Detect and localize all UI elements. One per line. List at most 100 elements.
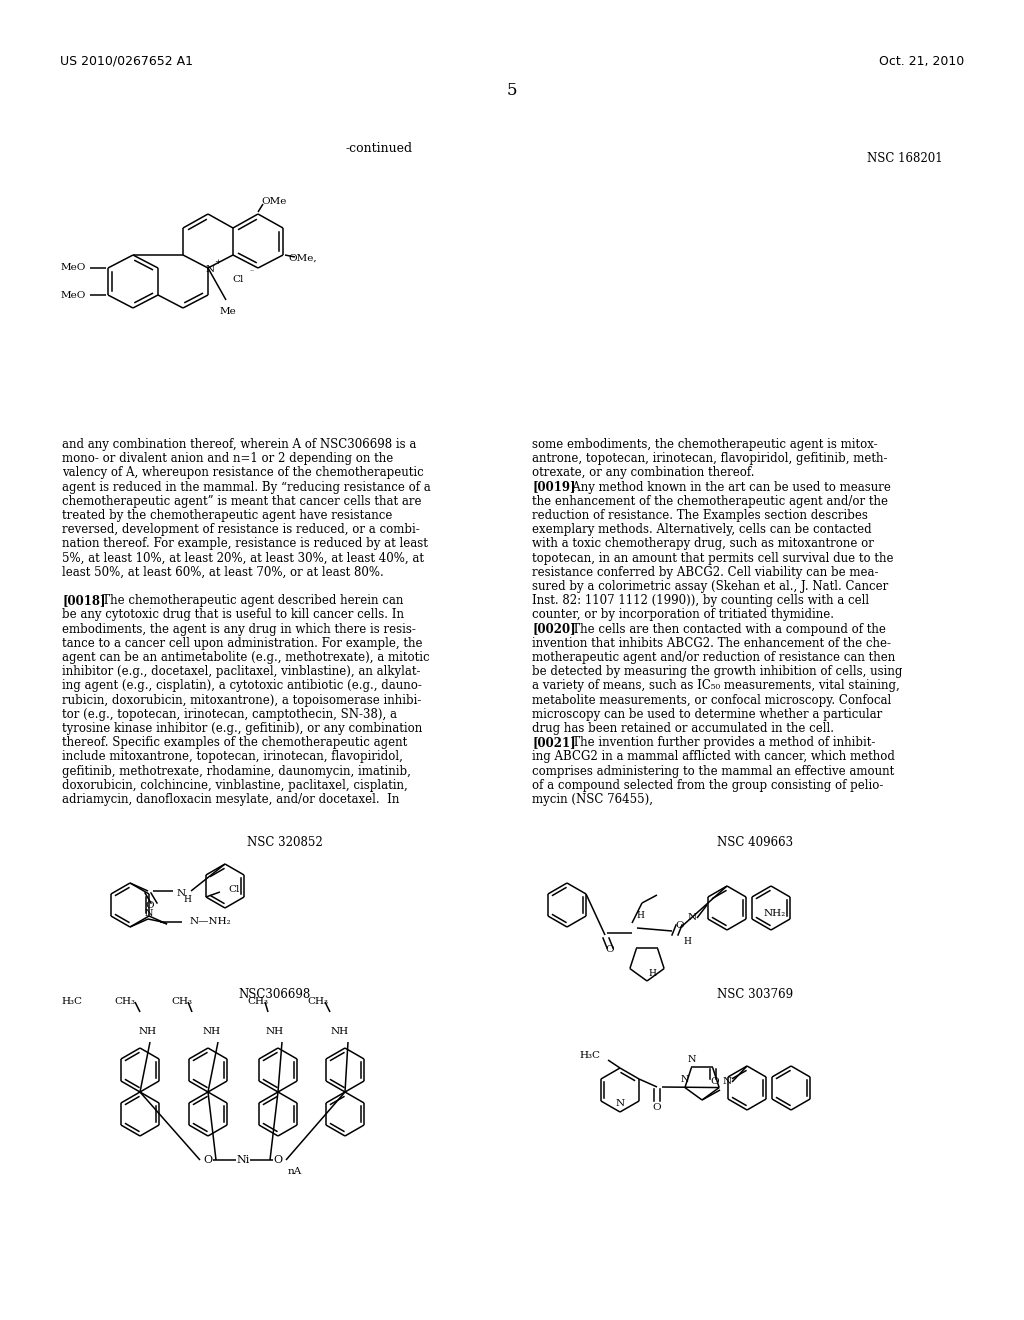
Text: NSC 303769: NSC 303769	[717, 987, 793, 1001]
Text: [0021]: [0021]	[532, 737, 575, 750]
Text: H: H	[636, 911, 644, 920]
Text: H: H	[183, 895, 190, 903]
Text: Any method known in the art can be used to measure: Any method known in the art can be used …	[561, 480, 891, 494]
Text: OMe: OMe	[261, 198, 287, 206]
Text: a variety of means, such as IC₅₀ measurements, vital staining,: a variety of means, such as IC₅₀ measure…	[532, 680, 900, 693]
Text: drug has been retained or accumulated in the cell.: drug has been retained or accumulated in…	[532, 722, 834, 735]
Text: mono- or divalent anion and n=1 or 2 depending on the: mono- or divalent anion and n=1 or 2 dep…	[62, 453, 393, 465]
Text: Cl: Cl	[232, 276, 244, 285]
Text: treated by the chemotherapeutic agent have resistance: treated by the chemotherapeutic agent ha…	[62, 510, 392, 521]
Text: NH: NH	[266, 1027, 284, 1036]
Text: N: N	[723, 1077, 731, 1086]
Text: O: O	[676, 920, 684, 929]
Text: tance to a cancer cell upon administration. For example, the: tance to a cancer cell upon administrati…	[62, 636, 423, 649]
Text: gefitinib, methotrexate, rhodamine, daunomycin, imatinib,: gefitinib, methotrexate, rhodamine, daun…	[62, 764, 411, 777]
Text: MeO: MeO	[60, 263, 86, 272]
Text: NH: NH	[139, 1027, 157, 1036]
Text: H: H	[648, 969, 656, 978]
Text: of a compound selected from the group consisting of pelio-: of a compound selected from the group co…	[532, 779, 884, 792]
Text: H₃C: H₃C	[61, 998, 82, 1006]
Text: exemplary methods. Alternatively, cells can be contacted: exemplary methods. Alternatively, cells …	[532, 523, 871, 536]
Text: rubicin, doxorubicin, mitoxantrone), a topoisomerase inhibi-: rubicin, doxorubicin, mitoxantrone), a t…	[62, 693, 421, 706]
Text: [0018]: [0018]	[62, 594, 105, 607]
Text: NSC306698: NSC306698	[239, 987, 311, 1001]
Text: MeO: MeO	[60, 292, 86, 301]
Text: N: N	[176, 888, 185, 898]
Text: N: N	[615, 1100, 625, 1109]
Text: O: O	[273, 1155, 283, 1166]
Text: NSC 409663: NSC 409663	[717, 836, 793, 849]
Text: counter, or by incorporation of tritiated thymidine.: counter, or by incorporation of tritiate…	[532, 609, 834, 622]
Text: CH₃: CH₃	[307, 998, 329, 1006]
Text: topotecan, in an amount that permits cell survival due to the: topotecan, in an amount that permits cel…	[532, 552, 894, 565]
Text: agent can be an antimetabolite (e.g., methotrexate), a mitotic: agent can be an antimetabolite (e.g., me…	[62, 651, 430, 664]
Text: NSC 168201: NSC 168201	[867, 152, 943, 165]
Text: microscopy can be used to determine whether a particular: microscopy can be used to determine whet…	[532, 708, 883, 721]
Text: mycin (NSC 76455),: mycin (NSC 76455),	[532, 793, 653, 807]
Text: Oct. 21, 2010: Oct. 21, 2010	[879, 55, 964, 69]
Text: Ni: Ni	[237, 1155, 250, 1166]
Text: include mitoxantrone, topotecan, irinotecan, flavopiridol,: include mitoxantrone, topotecan, irinote…	[62, 750, 402, 763]
Text: Inst. 82: 1107 1112 (1990)), by counting cells with a cell: Inst. 82: 1107 1112 (1990)), by counting…	[532, 594, 869, 607]
Text: be detected by measuring the growth inhibition of cells, using: be detected by measuring the growth inhi…	[532, 665, 902, 678]
Text: [0019]: [0019]	[532, 480, 575, 494]
Text: otrexate, or any combination thereof.: otrexate, or any combination thereof.	[532, 466, 755, 479]
Text: CH₃: CH₃	[171, 998, 193, 1006]
Text: O: O	[204, 1155, 213, 1166]
Text: H: H	[683, 936, 691, 945]
Text: CH₃: CH₃	[248, 998, 268, 1006]
Text: thereof. Specific examples of the chemotherapeutic agent: thereof. Specific examples of the chemot…	[62, 737, 408, 750]
Text: Me: Me	[219, 308, 237, 317]
Text: tor (e.g., topotecan, irinotecan, camptothecin, SN-38), a: tor (e.g., topotecan, irinotecan, campto…	[62, 708, 397, 721]
Text: doxorubicin, colchincine, vinblastine, paclitaxel, cisplatin,: doxorubicin, colchincine, vinblastine, p…	[62, 779, 408, 792]
Text: antrone, topotecan, irinotecan, flavopiridol, gefitinib, meth-: antrone, topotecan, irinotecan, flavopir…	[532, 453, 888, 465]
Text: adriamycin, danofloxacin mesylate, and/or docetaxel.  In: adriamycin, danofloxacin mesylate, and/o…	[62, 793, 399, 807]
Text: -continued: -continued	[345, 143, 412, 154]
Text: The chemotherapeutic agent described herein can: The chemotherapeutic agent described her…	[91, 594, 403, 607]
Text: 5: 5	[507, 82, 517, 99]
Text: agent is reduced in the mammal. By “reducing resistance of a: agent is reduced in the mammal. By “redu…	[62, 480, 431, 494]
Text: comprises administering to the mammal an effective amount: comprises administering to the mammal an…	[532, 764, 894, 777]
Text: US 2010/0267652 A1: US 2010/0267652 A1	[60, 55, 193, 69]
Text: be any cytotoxic drug that is useful to kill cancer cells. In: be any cytotoxic drug that is useful to …	[62, 609, 404, 622]
Text: nA: nA	[288, 1167, 302, 1176]
Text: O: O	[711, 1077, 719, 1086]
Text: ⁻: ⁻	[250, 269, 254, 277]
Text: reversed, development of resistance is reduced, or a combi-: reversed, development of resistance is r…	[62, 523, 420, 536]
Text: least 50%, at least 60%, at least 70%, or at least 80%.: least 50%, at least 60%, at least 70%, o…	[62, 566, 384, 578]
Text: NSC 320852: NSC 320852	[247, 836, 323, 849]
Text: The cells are then contacted with a compound of the: The cells are then contacted with a comp…	[561, 623, 886, 636]
Text: metabolite measurements, or confocal microscopy. Confocal: metabolite measurements, or confocal mic…	[532, 693, 891, 706]
Text: [0020]: [0020]	[532, 623, 575, 636]
Text: ing agent (e.g., cisplatin), a cytotoxic antibiotic (e.g., dauno-: ing agent (e.g., cisplatin), a cytotoxic…	[62, 680, 422, 693]
Text: Cl: Cl	[228, 884, 240, 894]
Text: invention that inhibits ABCG2. The enhancement of the che-: invention that inhibits ABCG2. The enhan…	[532, 636, 891, 649]
Text: O: O	[605, 945, 614, 954]
Text: The invention further provides a method of inhibit-: The invention further provides a method …	[561, 737, 876, 750]
Text: inhibitor (e.g., docetaxel, paclitaxel, vinblastine), an alkylat-: inhibitor (e.g., docetaxel, paclitaxel, …	[62, 665, 421, 678]
Text: the enhancement of the chemotherapeutic agent and/or the: the enhancement of the chemotherapeutic …	[532, 495, 888, 508]
Text: N: N	[681, 1074, 689, 1084]
Text: O: O	[652, 1102, 662, 1111]
Text: chemotherapeutic agent” is meant that cancer cells that are: chemotherapeutic agent” is meant that ca…	[62, 495, 422, 508]
Text: with a toxic chemotherapy drug, such as mitoxantrone or: with a toxic chemotherapy drug, such as …	[532, 537, 873, 550]
Text: embodiments, the agent is any drug in which there is resis-: embodiments, the agent is any drug in wh…	[62, 623, 416, 636]
Text: OMe,: OMe,	[288, 253, 316, 263]
Text: NH: NH	[203, 1027, 221, 1036]
Text: O: O	[145, 900, 155, 909]
Text: tyrosine kinase inhibitor (e.g., gefitinib), or any combination: tyrosine kinase inhibitor (e.g., gefitin…	[62, 722, 422, 735]
Text: 5%, at least 10%, at least 20%, at least 30%, at least 40%, at: 5%, at least 10%, at least 20%, at least…	[62, 552, 424, 565]
Text: N: N	[206, 264, 215, 273]
Text: H₃C: H₃C	[579, 1051, 600, 1060]
Text: resistance conferred by ABCG2. Cell viability can be mea-: resistance conferred by ABCG2. Cell viab…	[532, 566, 879, 578]
Text: N: N	[687, 1055, 695, 1064]
Text: reduction of resistance. The Examples section describes: reduction of resistance. The Examples se…	[532, 510, 868, 521]
Text: CH₃: CH₃	[115, 998, 135, 1006]
Text: +: +	[215, 257, 221, 267]
Text: valency of A, whereupon resistance of the chemotherapeutic: valency of A, whereupon resistance of th…	[62, 466, 424, 479]
Text: N: N	[687, 913, 696, 923]
Text: NH₂: NH₂	[764, 909, 786, 919]
Text: and any combination thereof, wherein A of NSC306698 is a: and any combination thereof, wherein A o…	[62, 438, 417, 451]
Text: sured by a colorimetric assay (Skehan et al., J. Natl. Cancer: sured by a colorimetric assay (Skehan et…	[532, 579, 888, 593]
Text: NH: NH	[331, 1027, 349, 1036]
